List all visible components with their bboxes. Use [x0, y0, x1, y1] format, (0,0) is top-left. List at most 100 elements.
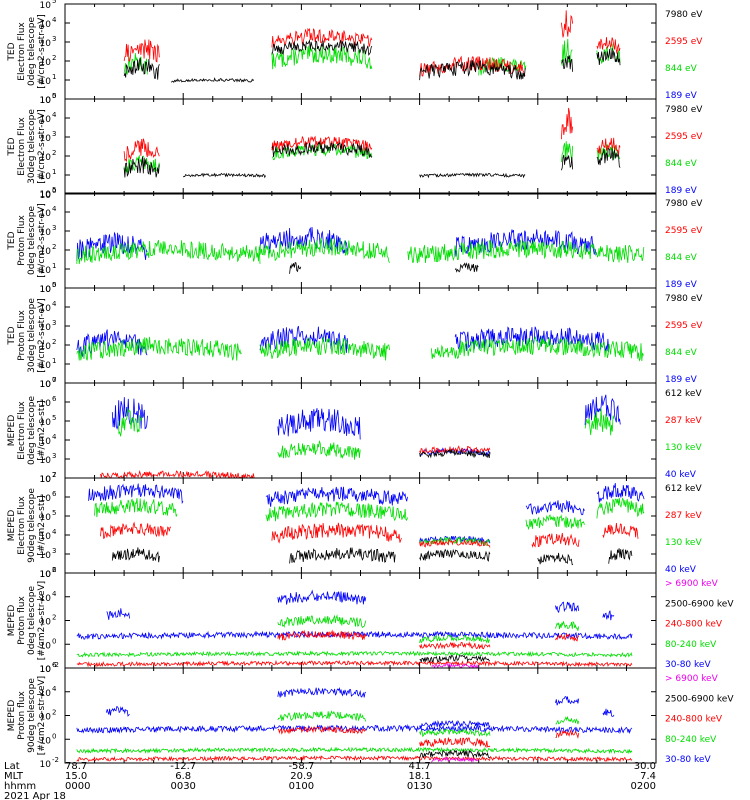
- y-axis-label-line: TED: [7, 137, 17, 156]
- series-line: [124, 39, 620, 76]
- y-tick-base: 10: [40, 1, 52, 11]
- y-tick-exponent: 3: [52, 452, 56, 460]
- series-line: [124, 108, 620, 162]
- series-line: [112, 395, 620, 456]
- panel-7: 10-210010210410 6MEPEDProton flux0deg tel…: [7, 566, 734, 675]
- y-axis-label-line: 0deg telescope: [27, 206, 37, 276]
- legend-entry: 80-240 keV: [665, 735, 717, 745]
- y-tick-exponent: 2: [52, 243, 56, 251]
- y-axis-label-line: [#/cm2-s-str-eV]: [37, 203, 47, 278]
- y-axis-label-line: [#/cm2-s-str-eV]: [37, 109, 47, 184]
- legend-entry: 844 eV: [665, 64, 698, 74]
- y-tick-label: 10: [40, 665, 52, 675]
- y-tick-base: 10: [40, 570, 52, 580]
- panel-6: 10210310410510610 7MEPEDElectron Flux90de…: [7, 471, 702, 580]
- series-line: [420, 655, 490, 662]
- x-tick-label-hhmm: 0100: [289, 781, 314, 792]
- y-axis-label: TEDElectron Flux0deg telescope[#/cm2-s-s…: [7, 14, 47, 89]
- y-axis-label-line: Proton Flux: [17, 215, 27, 266]
- y-axis-label-line: Electron Flux: [17, 117, 27, 176]
- x-tick-label-hhmm: 0000: [65, 781, 90, 792]
- y-tick-exponent: 2: [52, 149, 56, 157]
- legend-entry: 2500-6900 keV: [665, 694, 734, 704]
- y-tick-exponent: 4: [52, 590, 57, 598]
- y-tick-exponent: 1: [52, 262, 56, 270]
- legend-entry: 189 eV: [665, 186, 698, 196]
- legend-entry: 7980 eV: [665, 199, 703, 209]
- y-tick-exponent: 1: [52, 357, 56, 365]
- legend-entry: 130 keV: [665, 443, 702, 453]
- y-axis-label-line: Proton flux: [17, 691, 27, 740]
- noaa-poes-flux-chart: 10010110210310410 5TEDElectron Flux0deg t…: [0, 0, 750, 800]
- y-tick-exponent: 4: [52, 685, 57, 693]
- y-axis-label-line: 90deg telescope: [27, 488, 37, 563]
- y-tick-exponent: 5: [52, 92, 56, 100]
- y-axis-label-line: TED: [7, 326, 17, 345]
- series-line: [124, 40, 620, 82]
- y-tick-exponent: 4: [52, 433, 57, 441]
- y-tick-exponent: 7: [52, 376, 56, 384]
- y-tick-exponent: 5: [52, 281, 56, 289]
- series-line: [77, 688, 632, 733]
- y-tick-base: 10: [40, 665, 52, 675]
- series-line: [77, 631, 632, 666]
- legend-entry: 2595 eV: [665, 37, 703, 47]
- y-tick-label: 10: [40, 1, 52, 11]
- y-axis-label: TEDProton Flux30deg telescope[#/cm2-s-st…: [7, 298, 47, 373]
- y-axis-label-line: [#/cm2-s-str-eV]: [37, 14, 47, 89]
- legend-entry: 2595 eV: [665, 321, 703, 331]
- legend-entry: 287 keV: [665, 511, 702, 521]
- y-tick-label: 10: [40, 475, 52, 485]
- y-axis-label: TEDElectron Flux30deg telescope[#/cm2-s-…: [7, 109, 47, 184]
- y-tick-label: 10: [40, 96, 52, 106]
- y-tick-exponent: 2: [52, 338, 56, 346]
- y-tick-exponent: 5: [52, 0, 56, 5]
- y-tick-exponent: 6: [52, 395, 57, 403]
- y-axis-label-line: 0deg telescope: [27, 586, 37, 656]
- y-axis-label-line: Proton Flux: [17, 310, 27, 361]
- legend-entry: 189 eV: [665, 375, 698, 385]
- y-tick-exponent: 4: [52, 528, 57, 536]
- legend-entry: 7980 eV: [665, 105, 703, 115]
- y-tick-exponent: 7: [52, 471, 56, 479]
- legend-entry: 7980 eV: [665, 294, 703, 304]
- y-tick-exponent: 2: [52, 614, 56, 622]
- y-axis-label-line: [#/cm2-s-str-eV]: [37, 298, 47, 373]
- series-line: [420, 751, 490, 758]
- y-tick-exponent: -2: [52, 756, 59, 764]
- y-axis-label-line: MEPED: [7, 700, 17, 732]
- y-tick-base: 10: [40, 96, 52, 106]
- y-axis-label-line: 0deg telescope: [27, 396, 37, 466]
- y-tick-exponent: 6: [52, 661, 57, 669]
- y-tick-exponent: 2: [52, 54, 56, 62]
- series-line: [124, 10, 620, 76]
- series-line: [118, 408, 614, 459]
- y-axis-label-line: MEPED: [7, 510, 17, 542]
- y-tick-exponent: 4: [52, 111, 57, 119]
- legend-entry: 240-800 keV: [665, 715, 723, 725]
- y-tick-exponent: 5: [52, 414, 56, 422]
- y-tick-exponent: 5: [52, 186, 56, 194]
- panel-frame: [65, 383, 656, 478]
- y-axis-label: MEPEDElectron Flux0deg telescope[#/cm2-s…: [7, 396, 47, 466]
- legend-entry: 30-80 keV: [665, 755, 711, 765]
- legend-entry: > 6900 keV: [665, 579, 719, 589]
- y-axis-label-line: 30deg telescope: [27, 109, 37, 184]
- y-tick-exponent: 6: [52, 490, 57, 498]
- legend-entry: 130 keV: [665, 538, 702, 548]
- y-tick-base: 10: [40, 760, 52, 770]
- legend-entry: 7980 eV: [665, 10, 703, 20]
- y-axis-label-line: Electron Flux: [17, 496, 27, 555]
- panel-8: 10-210010210410 6MEPEDProton flux90deg te…: [7, 661, 734, 770]
- series-line: [77, 591, 632, 639]
- y-axis-label: TEDProton Flux0deg telescope[#/cm2-s-str…: [7, 203, 47, 278]
- y-axis-label-line: MEPED: [7, 605, 17, 637]
- y-tick-exponent: 0: [52, 732, 56, 740]
- y-axis-label: MEPEDProton flux90deg telescope[#/cm2-s-…: [7, 676, 47, 755]
- series-line: [290, 263, 479, 274]
- y-tick-base: 10: [40, 380, 52, 390]
- y-tick-exponent: 2: [52, 709, 56, 717]
- legend-entry: 2595 eV: [665, 226, 703, 236]
